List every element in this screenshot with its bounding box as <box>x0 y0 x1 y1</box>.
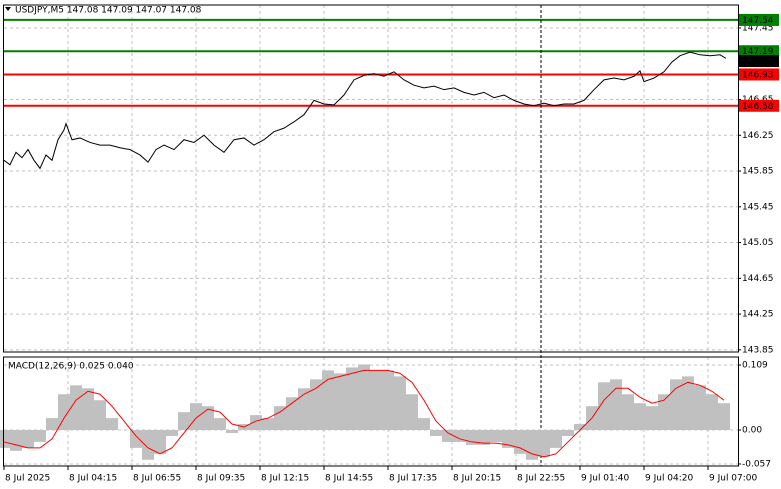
histogram-bar <box>130 430 142 448</box>
histogram-bar <box>94 400 106 431</box>
histogram-bar <box>370 370 382 431</box>
panel-frame <box>3 356 739 467</box>
histogram-bar <box>598 382 610 431</box>
histogram-bar <box>610 379 622 431</box>
histogram-bar <box>298 388 310 431</box>
histogram-bar <box>310 379 322 431</box>
histogram-bar <box>10 430 22 451</box>
price-tag <box>739 99 779 112</box>
histogram-bar <box>490 430 502 442</box>
y-tick-label: 0.109 <box>742 361 768 371</box>
histogram-bar <box>262 418 274 431</box>
histogram-bar <box>0 430 10 448</box>
histogram-bar <box>550 430 562 448</box>
histogram-bar <box>406 394 418 431</box>
histogram-bar <box>250 415 262 431</box>
histogram-bar <box>274 406 286 431</box>
histogram-bar <box>322 370 334 431</box>
histogram-bar <box>502 430 514 448</box>
histogram-bar <box>514 430 526 454</box>
y-tick-label: -0.057 <box>742 459 771 469</box>
histogram-bar <box>442 430 454 442</box>
histogram-bar <box>142 430 154 460</box>
panel-title: MACD(12,26,9) 0.025 0.040 <box>8 362 134 372</box>
x-tick-label: 9 Jul 01:40 <box>581 474 630 484</box>
histogram-bar <box>634 403 646 431</box>
histogram-bar <box>106 418 118 431</box>
histogram-bar <box>22 430 34 448</box>
histogram-bar <box>562 430 574 436</box>
y-tick-label: 147.45 <box>742 23 774 33</box>
histogram-bar <box>58 394 70 431</box>
x-tick-label: 8 Jul 2025 <box>5 474 50 484</box>
x-tick-label: 8 Jul 22:55 <box>517 474 565 484</box>
histogram-bar <box>46 418 58 431</box>
histogram-bar <box>82 388 94 431</box>
histogram-bar <box>358 364 370 431</box>
histogram-bar <box>538 430 550 457</box>
x-tick-label: 8 Jul 06:55 <box>133 474 181 484</box>
x-tick-label: 8 Jul 14:55 <box>325 474 373 484</box>
histogram-bar <box>718 403 730 431</box>
x-tick-label: 9 Jul 04:20 <box>645 474 694 484</box>
histogram-bar <box>478 430 490 445</box>
y-tick-label: 143.85 <box>742 345 774 355</box>
signal-line <box>3 369 725 458</box>
y-tick-label: 144.25 <box>742 310 774 320</box>
price-tag-label: 147.19 <box>742 47 774 57</box>
y-tick-label: 145.05 <box>742 238 774 248</box>
panel-frame <box>3 4 739 353</box>
histogram-bar <box>682 376 694 431</box>
price-tag-label: 147.08 <box>742 57 774 67</box>
price-line <box>3 51 727 170</box>
histogram-bar <box>202 406 214 431</box>
histogram-bar <box>694 385 706 431</box>
histogram-bar <box>706 394 718 431</box>
price-tag-label: 146.93 <box>742 70 774 80</box>
histogram-bar <box>178 412 190 431</box>
histogram-bar <box>622 394 634 431</box>
x-tick-label: 9 Jul 07:00 <box>709 474 758 484</box>
y-tick-label: 146.25 <box>742 131 774 141</box>
price-tag <box>739 55 779 68</box>
y-tick-label: 145.45 <box>742 202 774 212</box>
histogram-bar <box>658 394 670 431</box>
price-tag <box>739 68 779 81</box>
price-tag-label: 146.58 <box>742 102 774 112</box>
x-tick-label: 8 Jul 12:15 <box>261 474 309 484</box>
histogram-bar <box>190 403 202 431</box>
histogram-bar <box>382 370 394 431</box>
price-tag <box>739 13 779 26</box>
histogram-bar <box>166 430 178 436</box>
price-tag-label: 147.54 <box>742 16 774 26</box>
menu-triangle <box>5 7 11 11</box>
histogram-bar <box>70 385 82 431</box>
histogram-bar <box>418 418 430 431</box>
x-tick-label: 8 Jul 04:15 <box>69 474 117 484</box>
x-tick-label: 8 Jul 17:35 <box>389 474 437 484</box>
histogram-bar <box>454 430 466 442</box>
histogram-bar <box>346 367 358 431</box>
panel-title: USDJPY,M5 147.08 147.09 147.07 147.08 <box>15 6 202 16</box>
histogram-bar <box>394 376 406 431</box>
y-tick-label: 144.65 <box>742 274 774 284</box>
histogram-bar <box>154 430 166 454</box>
histogram-bar <box>286 397 298 431</box>
price-tag <box>739 45 779 58</box>
histogram-bar <box>226 430 238 433</box>
histogram-bar <box>430 430 442 436</box>
histogram-bar <box>214 418 226 431</box>
y-tick-label: 0.00 <box>742 426 762 436</box>
histogram-bar <box>670 379 682 431</box>
histogram-bar <box>334 373 346 431</box>
histogram-bar <box>574 424 586 431</box>
y-tick-label: 145.85 <box>742 167 774 177</box>
x-tick-label: 8 Jul 09:35 <box>197 474 245 484</box>
histogram-bar <box>34 430 46 442</box>
x-tick-label: 8 Jul 20:15 <box>453 474 501 484</box>
histogram-bar <box>646 406 658 431</box>
